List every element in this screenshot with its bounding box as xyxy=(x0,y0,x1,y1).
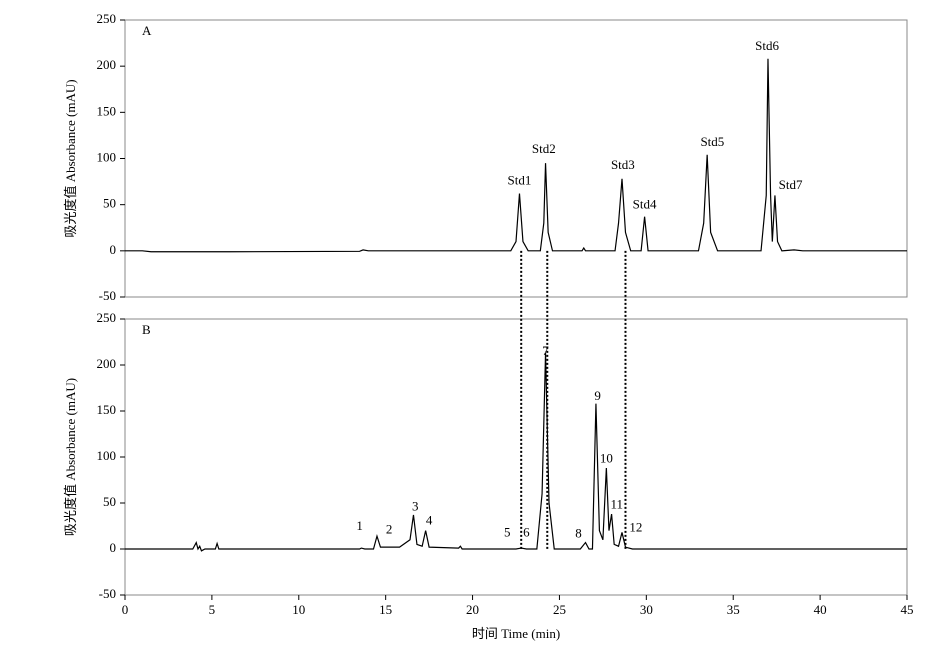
peak-label: 10 xyxy=(600,451,613,466)
y-tick-label: 50 xyxy=(103,196,116,211)
peak-label: 1 xyxy=(356,518,363,533)
peak-label: Std6 xyxy=(755,38,779,53)
y-tick-label: -50 xyxy=(99,586,116,601)
peak-label: 6 xyxy=(523,524,530,539)
y-tick-label: 200 xyxy=(97,57,117,72)
x-tick-label: 10 xyxy=(292,602,305,617)
x-axis-label: 时间 Time (min) xyxy=(472,626,560,641)
peak-label: 11 xyxy=(611,497,624,512)
x-tick-label: 15 xyxy=(379,602,392,617)
panel-label: B xyxy=(142,322,151,337)
y-axis-label: 吸光度值 Absorbance (mAU) xyxy=(63,79,78,237)
peak-label: Std2 xyxy=(532,141,556,156)
x-tick-label: 35 xyxy=(727,602,740,617)
peak-label: 9 xyxy=(594,388,601,403)
peak-label: Std4 xyxy=(633,197,657,212)
x-tick-label: 45 xyxy=(901,602,914,617)
peak-label: 3 xyxy=(412,499,419,514)
y-tick-label: 50 xyxy=(103,494,116,509)
peak-label: 4 xyxy=(426,512,433,527)
peak-label: 12 xyxy=(629,520,642,535)
x-tick-label: 5 xyxy=(209,602,216,617)
peak-label: Std5 xyxy=(700,134,724,149)
peak-label: Std1 xyxy=(508,173,532,188)
x-tick-label: 40 xyxy=(814,602,827,617)
y-tick-label: -50 xyxy=(99,288,116,303)
x-tick-label: 20 xyxy=(466,602,479,617)
y-tick-label: 250 xyxy=(97,310,117,325)
plot-frame xyxy=(124,318,908,596)
peak-label: 5 xyxy=(504,524,511,539)
y-axis-label: 吸光度值 Absorbance (mAU) xyxy=(63,378,78,536)
x-tick-label: 0 xyxy=(122,602,129,617)
chromatogram-line xyxy=(125,353,907,552)
x-tick-label: 30 xyxy=(640,602,653,617)
peak-label: Std3 xyxy=(611,157,635,172)
x-tick-label: 25 xyxy=(553,602,566,617)
peak-label: 2 xyxy=(386,522,393,537)
y-tick-label: 0 xyxy=(110,242,117,257)
peak-label: 8 xyxy=(575,525,582,540)
y-tick-label: 250 xyxy=(97,11,117,26)
chromatogram-line xyxy=(125,58,907,253)
y-tick-label: 150 xyxy=(97,402,117,417)
plot-frame xyxy=(124,19,908,298)
peak-label: 7 xyxy=(542,343,549,358)
y-tick-label: 200 xyxy=(97,356,117,371)
peak-label: Std7 xyxy=(779,177,803,192)
y-tick-label: 100 xyxy=(97,448,117,463)
panel-label: A xyxy=(142,23,152,38)
y-tick-label: 150 xyxy=(97,103,117,118)
y-tick-label: 100 xyxy=(97,149,117,164)
y-tick-label: 0 xyxy=(110,540,117,555)
